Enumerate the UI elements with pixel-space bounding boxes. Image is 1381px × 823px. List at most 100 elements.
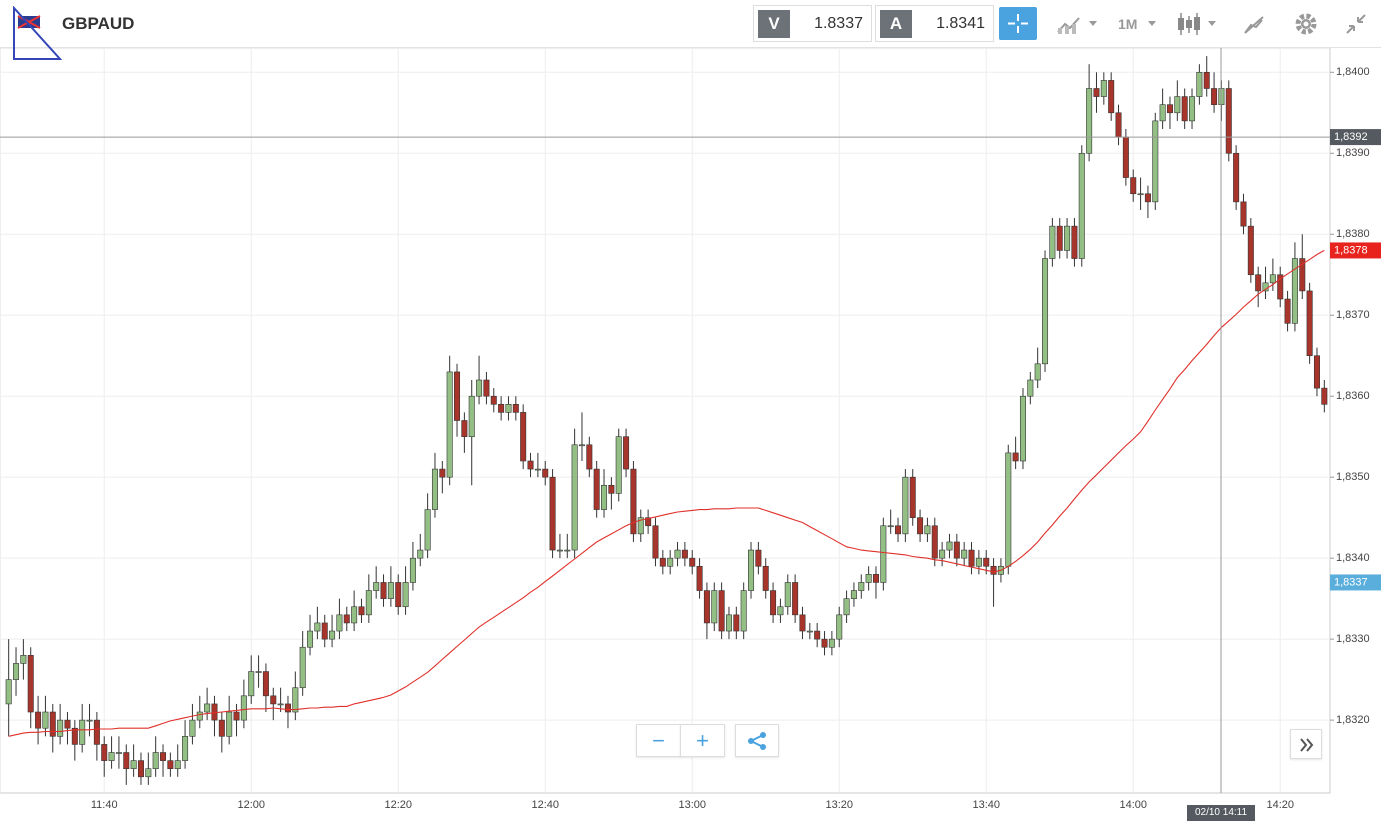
candle-body <box>527 460 534 470</box>
candle-body <box>1152 120 1159 203</box>
candle-body <box>307 630 314 648</box>
plot-area <box>0 47 1331 794</box>
candle-body <box>1108 80 1115 114</box>
candle-body <box>1233 152 1240 203</box>
candle-body <box>895 525 902 535</box>
timeframe-button[interactable]: 1M <box>1118 16 1138 32</box>
candle-body <box>505 404 512 413</box>
crosshair-button[interactable] <box>999 7 1037 40</box>
candle-body <box>792 582 799 616</box>
candle-body <box>725 614 732 632</box>
x-tick-label: 12:00 <box>237 799 265 811</box>
x-tick-label: 14:20 <box>1266 799 1294 811</box>
candle-body <box>1166 104 1173 114</box>
candle-body <box>439 468 446 478</box>
candle-body <box>387 582 394 599</box>
candle-body <box>108 752 115 761</box>
candle-body <box>534 468 541 471</box>
candle-body <box>329 630 336 640</box>
candle-body <box>1049 225 1056 259</box>
candle-body <box>520 412 527 462</box>
candle-body <box>645 517 652 527</box>
price-marker <box>1330 129 1381 146</box>
candle-body <box>211 703 218 721</box>
candle-body <box>284 703 291 713</box>
x-tick-label: 12:20 <box>384 799 412 811</box>
zoom-out-button[interactable]: − <box>636 724 681 757</box>
candle-body <box>1027 379 1034 397</box>
draw-button[interactable] <box>1242 12 1268 36</box>
candle-body <box>1247 225 1254 276</box>
candle-body <box>20 655 27 664</box>
candle-body <box>909 476 916 518</box>
candle-body <box>1064 225 1071 251</box>
candle-body <box>681 549 688 559</box>
scroll-end-button[interactable] <box>1290 729 1322 759</box>
candle-body <box>711 590 718 624</box>
candle-body <box>917 517 924 535</box>
candle-body <box>152 752 159 770</box>
candle-body <box>196 711 203 721</box>
candle-body <box>1181 96 1188 122</box>
candle-body <box>1019 395 1026 462</box>
candle-body <box>1240 201 1247 227</box>
candle-body <box>843 598 850 616</box>
y-tick-label: 1,8350 <box>1336 471 1370 483</box>
candle-style-button[interactable] <box>1175 10 1223 38</box>
bid-box[interactable]: V 1.8337 <box>753 5 872 42</box>
candle-body <box>1130 177 1137 195</box>
candle-body <box>814 630 821 640</box>
candle-body <box>1203 71 1210 89</box>
candle-body <box>902 476 909 535</box>
candle-body <box>689 557 696 567</box>
candle-body <box>586 444 593 470</box>
candle-body <box>836 614 843 640</box>
candle-body <box>1269 274 1276 284</box>
candle-body <box>314 622 321 632</box>
x-tick-label: 13:00 <box>678 799 706 811</box>
candle-body <box>115 752 122 754</box>
candle-body <box>145 768 152 778</box>
candle-body <box>86 719 93 722</box>
candle-body <box>975 557 982 567</box>
candle-body <box>431 468 438 510</box>
candle-body <box>373 582 380 591</box>
settings-button[interactable] <box>1294 12 1318 36</box>
candle-body <box>446 371 453 478</box>
candle-body <box>79 719 86 745</box>
candle-body <box>961 549 968 559</box>
moving-average <box>8 249 1325 737</box>
candle-body <box>402 582 409 608</box>
candle-body <box>417 549 424 559</box>
share-button[interactable] <box>735 724 779 757</box>
candle-body <box>512 404 519 413</box>
ask-price: 1.8341 <box>936 15 985 32</box>
candle-body <box>1196 71 1203 97</box>
candle-body <box>601 484 608 510</box>
candle-body <box>880 525 887 583</box>
candle-body <box>93 719 100 745</box>
candle-body <box>351 606 358 624</box>
candle-body <box>755 549 762 567</box>
candle-body <box>101 744 108 761</box>
collapse-button[interactable] <box>1344 12 1368 36</box>
ask-box[interactable]: A 1.8341 <box>875 5 994 42</box>
candle-body <box>1284 298 1291 324</box>
y-tick-label: 1,8360 <box>1336 390 1370 402</box>
candle-body <box>571 444 578 551</box>
candle-body <box>733 614 740 632</box>
candle-body <box>828 638 835 648</box>
y-tick-label: 1,8330 <box>1336 633 1370 645</box>
candle-body <box>336 614 343 632</box>
zoom-in-button[interactable]: + <box>680 724 725 757</box>
candle-body <box>13 663 20 680</box>
candle-body <box>270 695 277 705</box>
chart-type-button[interactable] <box>1055 12 1101 36</box>
ask-label: A <box>880 10 912 38</box>
candle-body <box>931 525 938 559</box>
candle-body <box>299 646 306 689</box>
candle-body <box>343 614 350 624</box>
candle-body <box>623 436 630 470</box>
candle-body <box>218 719 225 737</box>
